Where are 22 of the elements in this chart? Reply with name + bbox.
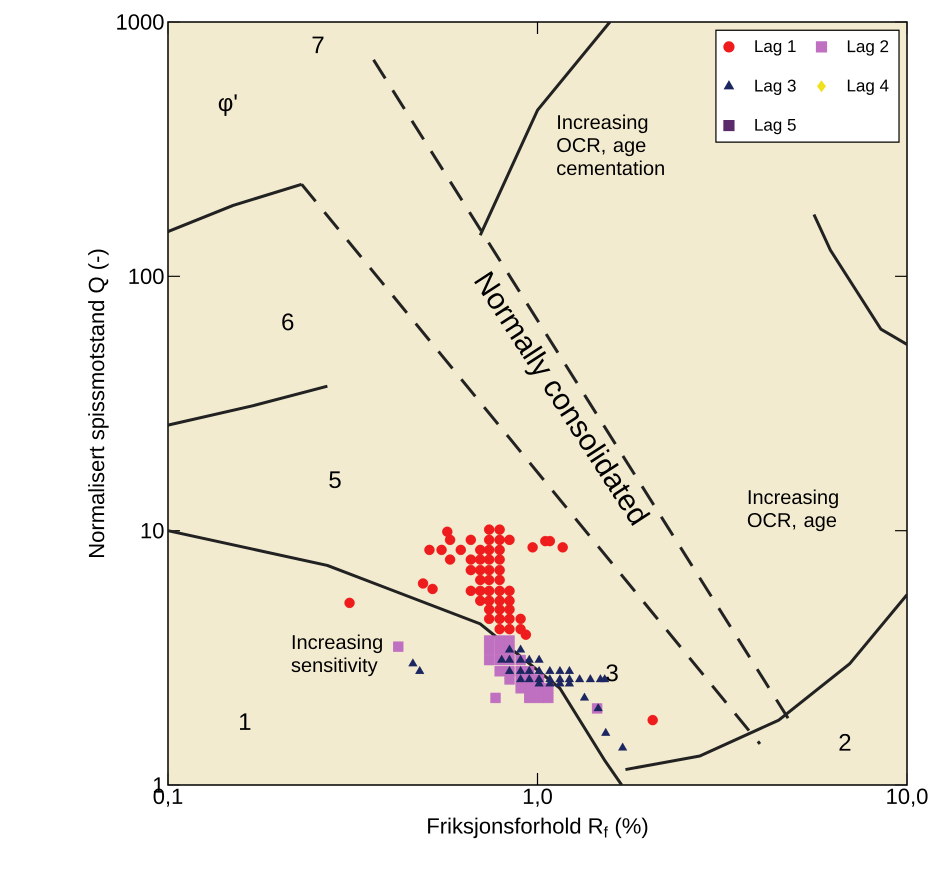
y-tick-label: 10 (142, 522, 164, 538)
y-tick-label: 1000 (117, 14, 164, 30)
annotation: 5 (329, 471, 341, 488)
annotation: 2 (839, 734, 850, 751)
annotation: Increasing sensitivity (292, 634, 382, 676)
annotation: 6 (282, 313, 294, 330)
legend-label: Lag 3 (755, 80, 796, 95)
legend-label: Lag 4 (848, 80, 888, 95)
annotation: 3 (606, 664, 618, 682)
legend-label: Lag 2 (848, 40, 888, 56)
x-axis-title: Friksjonsforhold R$_{f}$ (%) (428, 818, 648, 838)
legend-label: Lag 5 (755, 118, 796, 134)
x-tick-label: 1,0 (524, 788, 552, 807)
annotation: 1 (240, 713, 250, 730)
legend-label: Lag 1 (755, 40, 796, 56)
x-tick-label: 10,0 (887, 788, 928, 807)
y-tick-label: 100 (129, 268, 164, 284)
y-axis-title: Normalisert spissmotstand Q (-) (88, 250, 109, 557)
annotation: Increasing OCR, age cementation (557, 114, 664, 176)
annotation: φ' (218, 94, 237, 116)
annotation: 7 (312, 36, 324, 54)
annotation: Increasing OCR, age (748, 489, 838, 532)
